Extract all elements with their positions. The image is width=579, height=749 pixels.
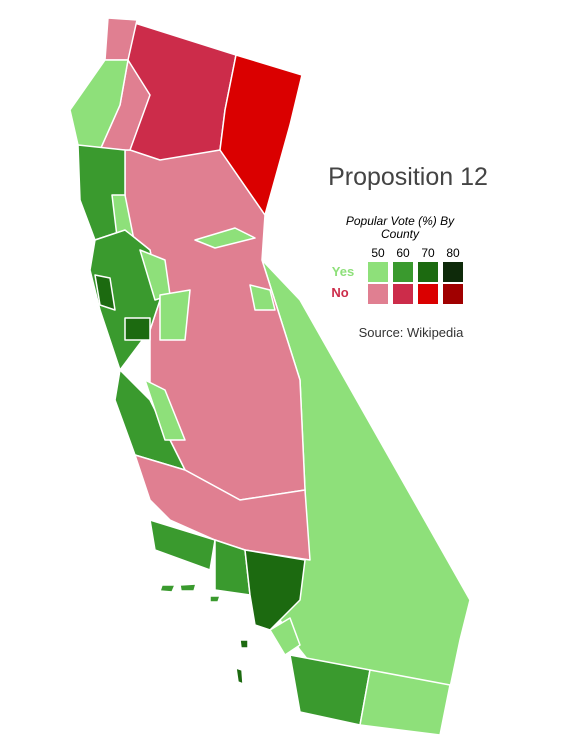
county: [124, 317, 151, 341]
legend-swatch-no: [418, 284, 438, 304]
island: [235, 667, 244, 685]
legend-no-label: No: [331, 285, 348, 300]
source-note: Source: Wikipedia: [359, 325, 465, 340]
legend-swatch-yes: [368, 262, 388, 282]
county: [269, 617, 301, 656]
island: [179, 583, 197, 592]
legend-swatch-yes: [418, 262, 438, 282]
legend-swatch-no: [443, 284, 463, 304]
island: [239, 639, 249, 649]
island: [209, 595, 221, 603]
legend-swatch-no: [368, 284, 388, 304]
island: [159, 584, 176, 593]
county: [149, 519, 216, 571]
legend-threshold: 50: [371, 246, 385, 260]
legend-threshold: 60: [396, 246, 410, 260]
legend-threshold: 70: [421, 246, 435, 260]
legend-swatch-no: [393, 284, 413, 304]
county: [144, 379, 186, 441]
legend-swatch-yes: [443, 262, 463, 282]
county: [194, 227, 256, 249]
county: [249, 284, 276, 311]
california-map: [69, 17, 471, 736]
legend-title: Popular Vote (%) By County: [346, 214, 455, 241]
legend-threshold: 80: [446, 246, 460, 260]
legend-yes-label: Yes: [332, 264, 354, 279]
map-title: Proposition 12: [328, 163, 488, 191]
county: [219, 54, 303, 216]
county: [94, 274, 116, 311]
legend-swatch-yes: [393, 262, 413, 282]
county: [359, 669, 451, 736]
county: [159, 289, 191, 341]
